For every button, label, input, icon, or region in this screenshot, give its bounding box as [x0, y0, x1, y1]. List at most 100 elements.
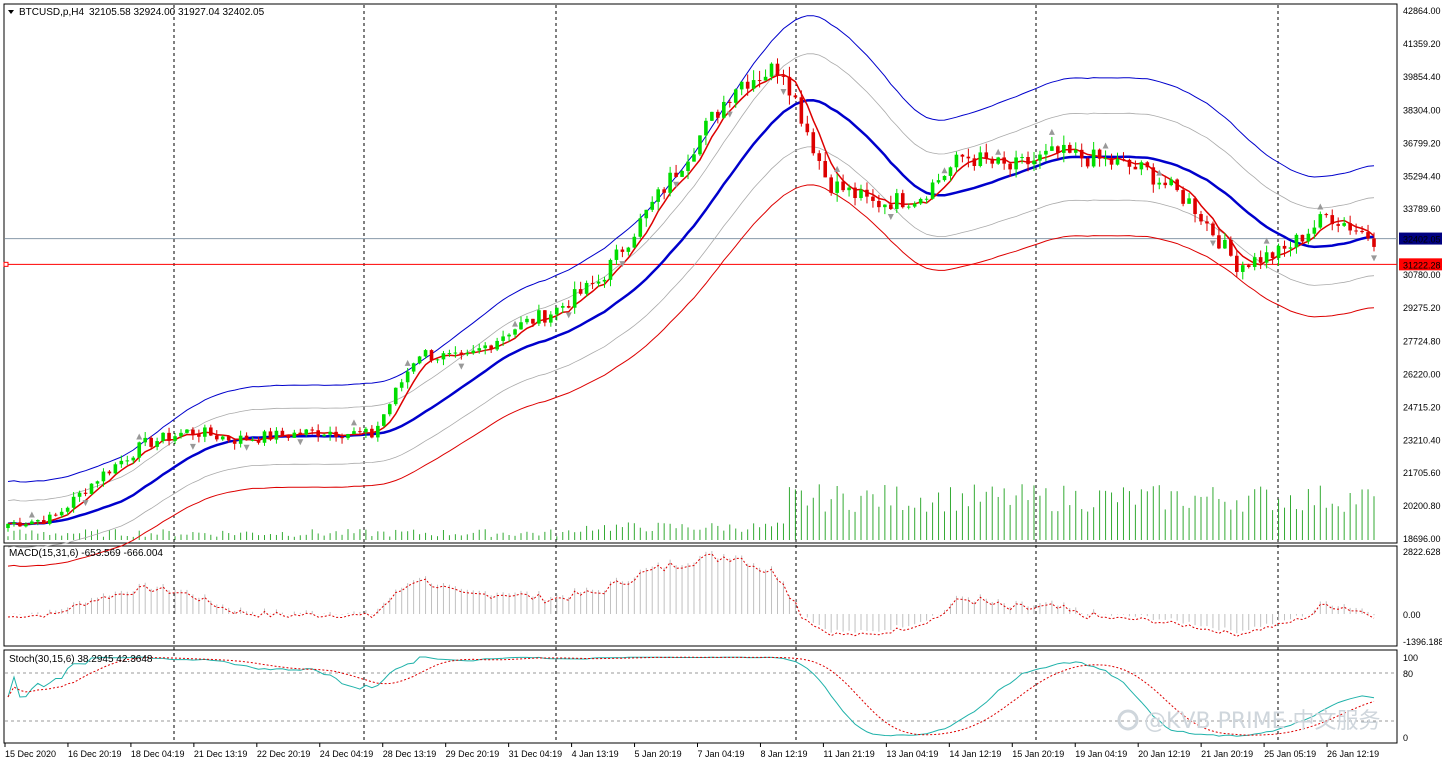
- time-tick-label: 11 Jan 21:19: [823, 749, 874, 759]
- price-tick-label: 23210.40: [1403, 435, 1441, 445]
- fractal-up-arrow-icon: [404, 359, 411, 366]
- price-tick-label: 20200.80: [1403, 501, 1441, 511]
- candle-body: [179, 432, 183, 437]
- candle-body: [1073, 149, 1078, 153]
- candle-body: [381, 414, 386, 426]
- macd-tick-label: -1396.188: [1403, 637, 1442, 647]
- candle-body: [1211, 223, 1215, 236]
- time-tick-label: 8 Jan 12:19: [760, 749, 807, 759]
- candle-body: [220, 436, 225, 440]
- time-tick-label: 24 Dec 04:19: [320, 749, 374, 759]
- candle-body: [1020, 157, 1024, 159]
- stoch-main-line: [7, 656, 1375, 737]
- candle-body: [489, 345, 493, 350]
- time-tick-label: 14 Jan 12:19: [949, 749, 1001, 759]
- candle-body: [930, 182, 935, 199]
- stochastic-lines: [5, 656, 1397, 737]
- macd-panel[interactable]: [3, 545, 1398, 647]
- candle-body: [1270, 252, 1275, 259]
- candle-body: [495, 340, 499, 350]
- candle-body: [1014, 157, 1018, 170]
- main-panel[interactable]: [3, 3, 1398, 544]
- candle-body: [894, 193, 899, 209]
- candle-body: [662, 189, 666, 193]
- price-tick-label: 35294.40: [1403, 171, 1441, 181]
- candle-body: [411, 363, 416, 372]
- price-tick-label: 39854.40: [1403, 72, 1441, 82]
- candle-body: [387, 404, 392, 415]
- fractal-up-arrow-icon: [136, 433, 143, 440]
- candle-body: [1079, 149, 1084, 159]
- time-tick-label: 4 Jan 13:19: [572, 749, 619, 759]
- candle-body: [745, 81, 750, 89]
- candle-body: [835, 181, 839, 193]
- candle-body: [566, 306, 571, 308]
- candle-body: [107, 471, 112, 474]
- fractal-down-arrow-icon: [726, 111, 733, 118]
- candle-body: [1050, 146, 1054, 151]
- candle-body: [757, 80, 762, 82]
- price-tick-label: 36799.20: [1403, 138, 1441, 148]
- candle-body: [459, 352, 464, 355]
- candle-body: [12, 522, 16, 524]
- candle-body: [978, 152, 983, 166]
- time-tick-label: 18 Dec 04:19: [131, 749, 185, 759]
- candle-body: [727, 101, 732, 103]
- candle-body: [203, 427, 207, 437]
- candle-body: [1306, 233, 1311, 242]
- candle-body: [393, 387, 398, 405]
- candle-body: [36, 520, 40, 522]
- candle-body: [1121, 159, 1126, 161]
- candle-body: [1175, 179, 1179, 191]
- candle-body: [584, 282, 589, 294]
- candle-body: [447, 353, 452, 355]
- candle-body: [948, 167, 953, 176]
- vertical-separators: [3, 5, 1397, 742]
- candle-body: [113, 464, 118, 474]
- candle-body: [560, 306, 565, 308]
- candle-body: [847, 187, 851, 191]
- candle-body: [525, 318, 529, 323]
- candle-body: [143, 437, 147, 443]
- candle-body: [59, 511, 64, 516]
- candle-body: [942, 175, 947, 181]
- candle-body: [310, 429, 315, 431]
- candle-body: [1342, 223, 1346, 226]
- candle-body: [298, 432, 303, 435]
- candle-body: [1115, 159, 1120, 165]
- candle-body: [232, 440, 237, 444]
- stoch-signal-line: [7, 656, 1375, 736]
- candle-body: [877, 200, 881, 208]
- candle-body: [1163, 182, 1168, 186]
- fractal-up-arrow-icon: [350, 419, 357, 426]
- symbol-label: BTCUSD,p,H4: [19, 7, 84, 18]
- price-tick-label: 21705.60: [1403, 468, 1441, 478]
- candle-body: [829, 177, 833, 193]
- candle-body: [1085, 158, 1090, 167]
- candle-body: [1097, 149, 1102, 159]
- candle-body: [89, 483, 94, 494]
- fractal-up-arrow-icon: [28, 511, 35, 518]
- candle-body: [477, 348, 482, 351]
- candle-body: [531, 318, 535, 324]
- candle-body: [274, 430, 279, 440]
- candle-body: [1246, 265, 1251, 267]
- candle-body: [912, 203, 917, 207]
- candle-body: [95, 481, 100, 484]
- candle-body: [793, 95, 798, 98]
- fractal-down-arrow-icon: [780, 88, 787, 95]
- time-tick-label: 5 Jan 20:19: [635, 749, 682, 759]
- price-tick-label: 18696.00: [1403, 534, 1441, 544]
- candle-body: [853, 187, 857, 199]
- price-tick-label: 42864.00: [1403, 6, 1441, 16]
- stoch-panel[interactable]: [3, 649, 1398, 744]
- candle-body: [841, 181, 845, 191]
- candle-body: [972, 158, 977, 166]
- candle-body: [65, 507, 70, 512]
- candle-body: [1318, 214, 1323, 228]
- dropdown-triangle-icon[interactable]: [8, 10, 14, 14]
- candle-body: [1067, 144, 1072, 153]
- fractal-down-arrow-icon: [619, 261, 626, 268]
- candle-body: [1199, 214, 1203, 222]
